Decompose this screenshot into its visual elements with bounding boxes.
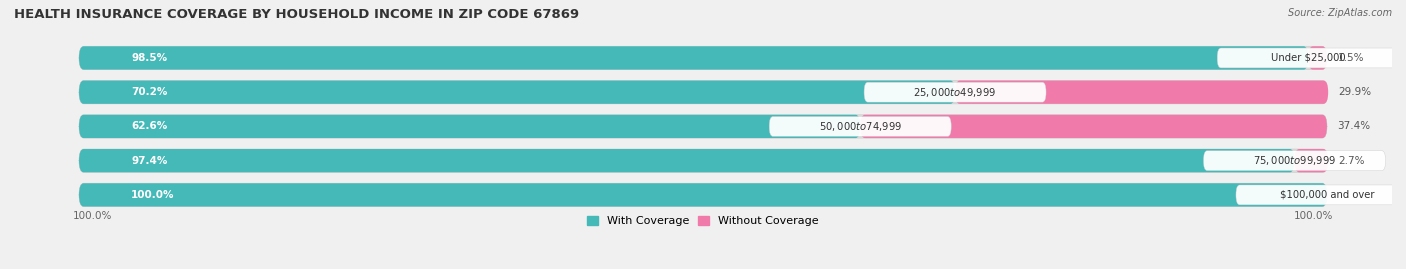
- Text: 98.5%: 98.5%: [131, 53, 167, 63]
- Text: 100.0%: 100.0%: [73, 211, 112, 221]
- Text: 100.0%: 100.0%: [1294, 211, 1333, 221]
- FancyBboxPatch shape: [79, 149, 1327, 172]
- Text: 97.4%: 97.4%: [131, 156, 167, 166]
- FancyBboxPatch shape: [1295, 149, 1329, 172]
- Text: 1.5%: 1.5%: [1337, 53, 1364, 63]
- FancyBboxPatch shape: [79, 80, 955, 104]
- FancyBboxPatch shape: [79, 46, 1327, 70]
- Text: 37.4%: 37.4%: [1337, 121, 1371, 132]
- Text: $75,000 to $99,999: $75,000 to $99,999: [1253, 154, 1336, 167]
- Text: $100,000 and over: $100,000 and over: [1279, 190, 1374, 200]
- FancyBboxPatch shape: [860, 115, 1327, 138]
- FancyBboxPatch shape: [79, 46, 1308, 70]
- FancyBboxPatch shape: [79, 149, 1295, 172]
- FancyBboxPatch shape: [865, 82, 1046, 102]
- Text: 70.2%: 70.2%: [131, 87, 167, 97]
- Legend: With Coverage, Without Coverage: With Coverage, Without Coverage: [588, 216, 818, 226]
- Text: 29.9%: 29.9%: [1339, 87, 1372, 97]
- FancyBboxPatch shape: [1218, 48, 1399, 68]
- FancyBboxPatch shape: [769, 116, 952, 136]
- FancyBboxPatch shape: [79, 115, 860, 138]
- Text: $25,000 to $49,999: $25,000 to $49,999: [914, 86, 997, 99]
- FancyBboxPatch shape: [79, 80, 1327, 104]
- FancyBboxPatch shape: [79, 115, 1327, 138]
- Text: $50,000 to $74,999: $50,000 to $74,999: [818, 120, 901, 133]
- FancyBboxPatch shape: [955, 80, 1329, 104]
- Text: Source: ZipAtlas.com: Source: ZipAtlas.com: [1288, 8, 1392, 18]
- Text: 62.6%: 62.6%: [131, 121, 167, 132]
- FancyBboxPatch shape: [1236, 185, 1406, 205]
- FancyBboxPatch shape: [79, 183, 1327, 207]
- Text: 100.0%: 100.0%: [131, 190, 174, 200]
- Text: Under $25,000: Under $25,000: [1271, 53, 1346, 63]
- FancyBboxPatch shape: [1204, 151, 1385, 171]
- Text: HEALTH INSURANCE COVERAGE BY HOUSEHOLD INCOME IN ZIP CODE 67869: HEALTH INSURANCE COVERAGE BY HOUSEHOLD I…: [14, 8, 579, 21]
- FancyBboxPatch shape: [79, 183, 1327, 207]
- FancyBboxPatch shape: [1308, 46, 1327, 70]
- Text: 2.7%: 2.7%: [1339, 156, 1365, 166]
